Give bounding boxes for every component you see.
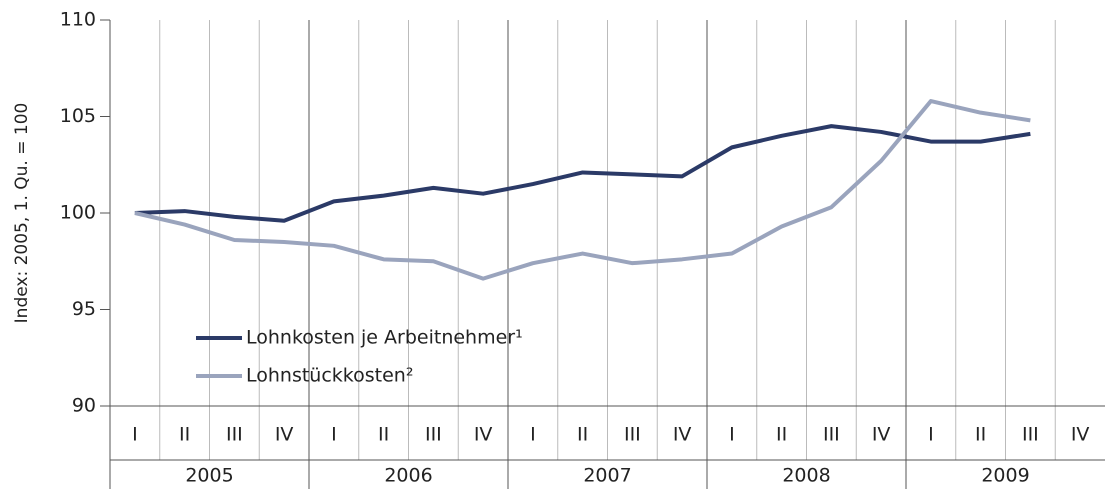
y-tick-label: 110: [60, 9, 96, 31]
x-tick-label: III: [1022, 424, 1039, 446]
x-tick-label: IV: [673, 424, 692, 446]
x-tick-label: I: [530, 424, 536, 446]
x-tick-label: II: [975, 424, 986, 446]
x-tick-label: I: [331, 424, 337, 446]
x-tick-label: IV: [872, 424, 891, 446]
year-label: 2007: [583, 465, 631, 487]
x-tick-label: IV: [1071, 424, 1090, 446]
x-tick-label: I: [928, 424, 934, 446]
y-tick-label: 105: [60, 105, 96, 127]
x-tick-label: II: [577, 424, 588, 446]
year-label: 2009: [981, 465, 1029, 487]
x-tick-label: I: [729, 424, 735, 446]
x-tick-label: III: [226, 424, 243, 446]
y-tick-label: 90: [72, 395, 96, 417]
x-tick-label: II: [378, 424, 389, 446]
x-tick-label: IV: [275, 424, 294, 446]
x-tick-label: I: [132, 424, 138, 446]
year-label: 2005: [185, 465, 233, 487]
x-tick-label: III: [624, 424, 641, 446]
line: [134, 124, 1031, 223]
y-tick-label: 95: [72, 298, 96, 320]
legend-label: Lohnstückkosten²: [246, 365, 413, 387]
line: [134, 99, 1031, 281]
x-tick-label: III: [425, 424, 442, 446]
x-tick-label: III: [823, 424, 840, 446]
year-label: 2006: [384, 465, 432, 487]
legend-label: Lohnkosten je Arbeitnehmer¹: [246, 327, 523, 349]
x-tick-label: II: [179, 424, 190, 446]
x-tick-label: IV: [474, 424, 493, 446]
x-tick-label: II: [776, 424, 787, 446]
y-tick-label: 100: [60, 202, 96, 224]
y-axis-label: Index: 2005, 1. Qu. = 100: [12, 103, 32, 324]
year-label: 2008: [782, 465, 830, 487]
